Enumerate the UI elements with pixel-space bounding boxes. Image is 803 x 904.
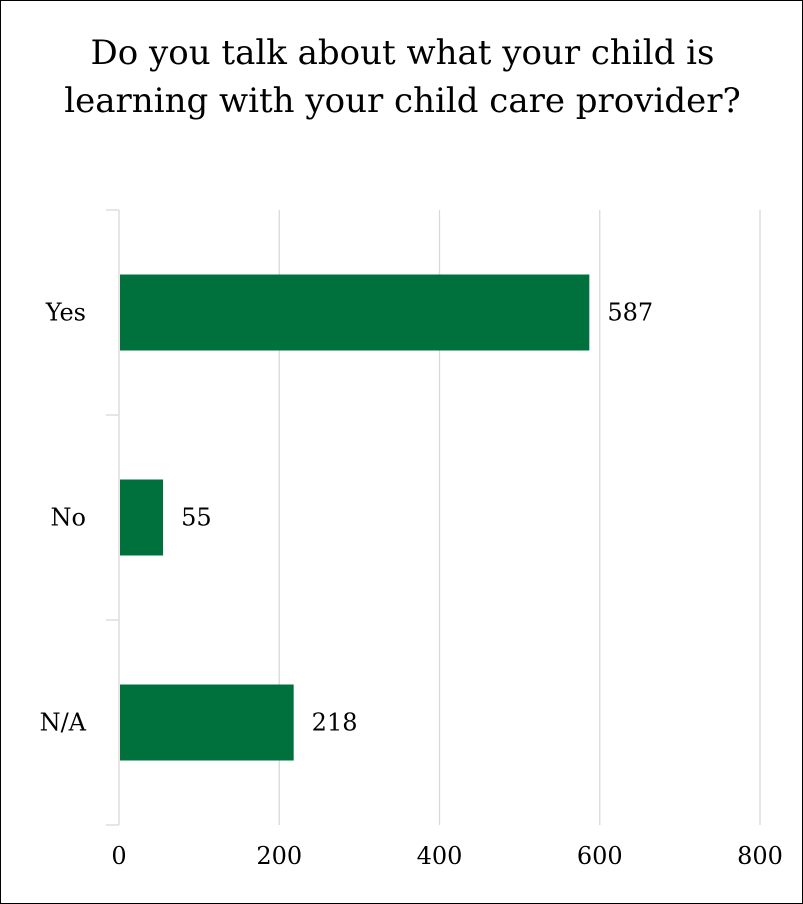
category-label: Yes [45, 299, 86, 327]
bar-na [120, 684, 294, 761]
category-label: No [51, 504, 86, 532]
x-tick-label: 400 [417, 842, 463, 870]
x-tick-label: 200 [256, 842, 302, 870]
data-label: 218 [312, 709, 358, 737]
bar-yes [120, 274, 590, 351]
data-label: 55 [181, 504, 212, 532]
x-tick-label: 800 [737, 842, 783, 870]
x-tick-label: 600 [577, 842, 623, 870]
category-label: N/A [40, 709, 87, 737]
chart-title: Do you talk about what your child is lea… [64, 33, 741, 121]
data-label: 587 [607, 299, 653, 327]
x-tick-label: 0 [111, 842, 126, 870]
bar-no [120, 479, 164, 556]
